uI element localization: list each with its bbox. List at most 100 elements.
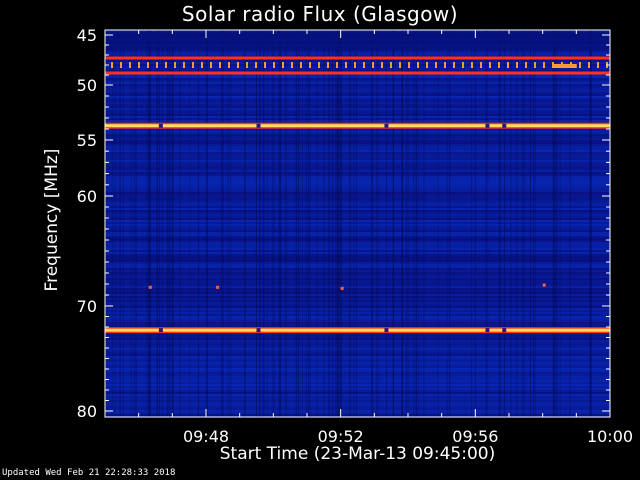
texture-row (105, 280, 610, 282)
plot-frame (104, 29, 611, 418)
texture-row (105, 248, 610, 250)
emission-dash (399, 62, 401, 68)
emission-dash (345, 62, 347, 68)
texture-row (105, 396, 610, 398)
texture-streak (264, 30, 266, 417)
texture-row (105, 230, 610, 232)
emission-gap (384, 123, 389, 128)
emission-spot (216, 285, 220, 289)
texture-streak (405, 30, 407, 417)
emission-dash (300, 62, 302, 68)
texture-row (105, 164, 610, 166)
texture-streak (556, 30, 558, 417)
texture-row (105, 306, 610, 308)
texture-row (105, 244, 610, 246)
texture-row (105, 372, 610, 374)
emission-dash (327, 62, 329, 68)
texture-row (105, 294, 610, 296)
texture-streak (206, 30, 208, 417)
x-tick-label: 10:00 (587, 427, 633, 446)
texture-streak (179, 30, 181, 417)
texture-row (105, 162, 610, 164)
emission-dash (138, 62, 140, 68)
texture-streak (415, 30, 417, 417)
texture-row (105, 148, 610, 150)
texture-row (105, 386, 610, 388)
texture-streak (449, 30, 451, 417)
texture-row (105, 286, 610, 288)
emission-spot (340, 286, 344, 290)
texture-row (105, 310, 610, 312)
texture-streak (157, 30, 159, 417)
texture-streak (316, 30, 318, 417)
texture-streak (105, 30, 107, 417)
texture-row (105, 204, 610, 206)
emission-dash (507, 62, 509, 68)
texture-row (105, 98, 610, 100)
texture-row (105, 322, 610, 324)
emission-gap (158, 123, 163, 128)
texture-row (105, 272, 610, 274)
texture-streak (339, 30, 341, 417)
texture-row (105, 106, 610, 108)
texture-row (105, 150, 610, 152)
texture-streak (413, 30, 415, 417)
texture-row (105, 348, 610, 350)
texture-streak (146, 30, 148, 417)
texture-streak (172, 30, 174, 417)
texture-streak (167, 30, 169, 417)
texture-row (105, 380, 610, 382)
texture-streak (280, 30, 282, 417)
texture-row (105, 340, 610, 342)
emission-gap (485, 123, 490, 128)
texture-row (105, 354, 610, 356)
y-axis-label: Frequency [MHz] (42, 148, 62, 292)
texture-row (105, 392, 610, 394)
chart-title: Solar radio Flux (Glasgow) (181, 2, 459, 26)
texture-streak (147, 30, 149, 417)
texture-row (105, 152, 610, 154)
texture-row (105, 186, 610, 188)
texture-row (105, 134, 610, 136)
texture-streak (559, 30, 561, 417)
texture-row (105, 94, 610, 96)
texture-row (105, 232, 610, 234)
emission-dash (129, 62, 131, 68)
texture-row (105, 82, 610, 84)
texture-row (105, 334, 610, 336)
texture-streak (446, 30, 448, 417)
texture-streak (499, 30, 501, 417)
texture-row (105, 174, 610, 176)
texture-streak (504, 30, 506, 417)
texture-row (105, 76, 610, 78)
texture-streak (533, 30, 535, 417)
updated-timestamp: Updated Wed Feb 21 22:28:33 2018 (2, 468, 176, 478)
texture-row (105, 378, 610, 380)
emission-gap (256, 328, 261, 333)
emission-dash (408, 62, 410, 68)
emission-dash (282, 62, 284, 68)
texture-row (105, 368, 610, 370)
emission-dash (489, 62, 491, 68)
texture-row (105, 370, 610, 372)
texture-row (105, 314, 610, 316)
texture-row (105, 180, 610, 182)
texture-streak (267, 30, 269, 417)
emission-gap (384, 328, 389, 333)
emission-dash (363, 62, 365, 68)
texture-row (105, 60, 610, 62)
texture-streak (114, 30, 116, 417)
texture-row (105, 74, 610, 76)
emission-dash (147, 62, 149, 68)
texture-row (105, 364, 610, 366)
texture-streak (554, 30, 556, 417)
texture-row (105, 256, 610, 258)
texture-streak (259, 30, 261, 417)
texture-streak (336, 30, 338, 417)
texture-streak (189, 30, 191, 417)
y-tick-label: 80 (77, 402, 97, 421)
texture-row (105, 156, 610, 158)
texture-streak (522, 30, 524, 417)
emission-dash (588, 62, 590, 68)
